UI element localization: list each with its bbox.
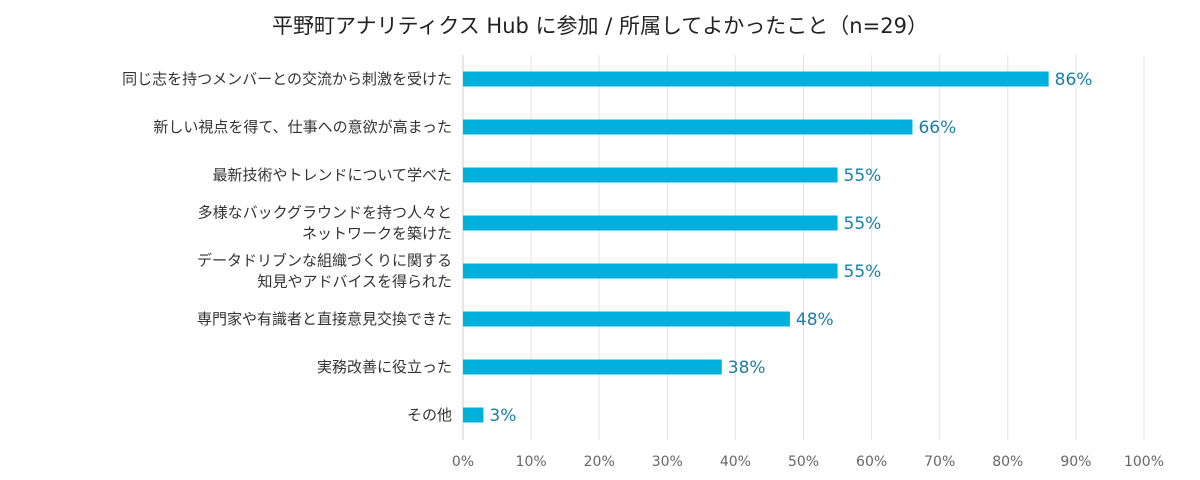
category-label: データドリブンな組織づくりに関する知見やアドバイスを得られた bbox=[197, 252, 452, 291]
bar bbox=[463, 311, 790, 327]
bar bbox=[463, 359, 722, 375]
x-tick-label: 40% bbox=[720, 454, 751, 470]
category-label: 多様なバックグラウンドを持つ人々とネットワークを築けた bbox=[198, 204, 452, 243]
x-tick-label: 80% bbox=[992, 454, 1023, 470]
x-tick-label: 50% bbox=[788, 454, 819, 470]
x-tick-label: 90% bbox=[1060, 454, 1091, 470]
x-tick-label: 30% bbox=[652, 454, 683, 470]
x-tick-label: 100% bbox=[1124, 454, 1164, 470]
category-label-line: ネットワークを築けた bbox=[302, 225, 452, 243]
chart-title: 平野町アナリティクス Hub に参加 / 所属してよかったこと（n=29） bbox=[272, 14, 928, 38]
data-label: 66% bbox=[918, 118, 956, 138]
category-label: その他 bbox=[407, 406, 452, 424]
category-label: 実務改善に役立った bbox=[317, 358, 452, 376]
data-label: 3% bbox=[489, 406, 516, 426]
bar bbox=[463, 71, 1049, 87]
category-label-line: 専門家や有識者と直接意見交換できた bbox=[197, 310, 452, 328]
data-label: 55% bbox=[844, 214, 882, 234]
category-label-line: 最新技術やトレンドについて学べた bbox=[212, 166, 452, 184]
category-label: 同じ志を持つメンバーとの交流から刺激を受けた bbox=[122, 70, 452, 88]
category-label-line: 新しい視点を得て、仕事への意欲が高まった bbox=[153, 118, 452, 136]
bar bbox=[463, 167, 838, 183]
bar bbox=[463, 407, 484, 423]
category-label-line: その他 bbox=[407, 406, 452, 424]
category-label-line: 実務改善に役立った bbox=[317, 358, 452, 376]
bar bbox=[463, 263, 838, 279]
data-label: 38% bbox=[728, 358, 766, 378]
category-label-line: 多様なバックグラウンドを持つ人々と bbox=[198, 204, 452, 222]
category-label: 最新技術やトレンドについて学べた bbox=[212, 166, 452, 184]
x-tick-label: 20% bbox=[584, 454, 615, 470]
data-label: 86% bbox=[1055, 70, 1093, 90]
category-label-line: 知見やアドバイスを得られた bbox=[257, 273, 452, 291]
bar bbox=[463, 119, 913, 135]
category-label-line: 同じ志を持つメンバーとの交流から刺激を受けた bbox=[122, 70, 452, 88]
data-label: 55% bbox=[844, 166, 882, 186]
category-label: 専門家や有識者と直接意見交換できた bbox=[197, 310, 452, 328]
category-label-line: データドリブンな組織づくりに関する bbox=[197, 252, 452, 270]
x-tick-label: 60% bbox=[856, 454, 887, 470]
data-label: 48% bbox=[796, 310, 834, 330]
bar bbox=[463, 215, 838, 231]
data-label: 55% bbox=[844, 262, 882, 282]
x-tick-label: 10% bbox=[516, 454, 547, 470]
x-tick-label: 70% bbox=[924, 454, 955, 470]
category-label: 新しい視点を得て、仕事への意欲が高まった bbox=[153, 118, 452, 136]
x-tick-label: 0% bbox=[452, 454, 474, 470]
